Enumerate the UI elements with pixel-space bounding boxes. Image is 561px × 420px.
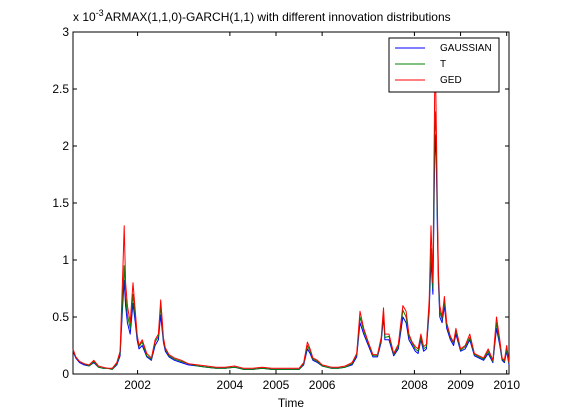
series-line-ged	[72, 77, 510, 369]
x-tick-label: 2004	[217, 378, 244, 392]
y-exponent-power: -3	[96, 8, 104, 18]
x-tick-label: 2002	[124, 378, 151, 392]
x-tick-label: 2008	[401, 378, 428, 392]
y-tick-label: 2	[62, 139, 69, 153]
x-axis-label: Time	[278, 396, 305, 410]
y-tick-label: 0.5	[52, 310, 69, 324]
legend-label-ged: GED	[440, 75, 462, 86]
x-tick-label: 2010	[493, 378, 520, 392]
y-tick-label: 0	[62, 367, 69, 381]
x-tick-label: 2005	[263, 378, 290, 392]
y-tick-label: 1.5	[52, 196, 69, 210]
x-tick-label: 2006	[309, 378, 336, 392]
y-tick-label: 1	[62, 253, 69, 267]
series-layer	[72, 77, 510, 370]
y-axis: 0 0.5 1 1.5 2 2.5 3	[52, 25, 509, 381]
legend-box	[388, 37, 500, 93]
legend: GAUSSIAN T GED	[388, 37, 500, 93]
y-tick-label: 2.5	[52, 82, 69, 96]
y-tick-label: 3	[62, 25, 69, 39]
legend-label-t: T	[440, 59, 446, 70]
chart-title: ARMAX(1,1,0)-GARCH(1,1) with different i…	[105, 10, 451, 24]
x-tick-label: 2009	[447, 378, 474, 392]
legend-label-gaussian: GAUSSIAN	[440, 43, 492, 54]
x-axis: 2002 2004 2005 2006 2008 2009 2010	[124, 32, 520, 392]
y-exponent-prefix: x 10	[73, 10, 96, 24]
y-exponent: x 10-3ARMAX(1,1,0)-GARCH(1,1) with diffe…	[73, 8, 451, 24]
